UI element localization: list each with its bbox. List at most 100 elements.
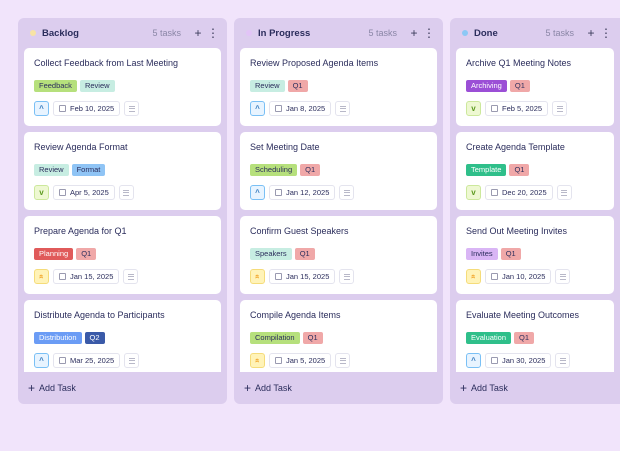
due-date-text: Jan 15, 2025 bbox=[70, 272, 114, 281]
notes-icon[interactable] bbox=[124, 353, 140, 368]
tag: Feedback bbox=[34, 80, 77, 92]
tag: Invites bbox=[466, 248, 498, 260]
notes-icon[interactable] bbox=[556, 185, 572, 200]
tag: Q1 bbox=[509, 164, 530, 176]
due-date[interactable]: Jan 5, 2025 bbox=[269, 353, 332, 368]
add-icon[interactable]: + bbox=[410, 26, 418, 40]
task-card[interactable]: Send Out Meeting Invites Invites Q1 « Jan… bbox=[456, 216, 614, 294]
more-options-icon[interactable]: ⋮ bbox=[600, 26, 612, 40]
calendar-icon bbox=[491, 105, 498, 112]
due-date[interactable]: Jan 15, 2025 bbox=[53, 269, 120, 284]
due-date-text: Apr 5, 2025 bbox=[70, 188, 109, 197]
priority-high-icon[interactable]: « bbox=[250, 269, 265, 284]
notes-icon[interactable] bbox=[123, 269, 139, 284]
more-options-icon[interactable]: ⋮ bbox=[423, 26, 435, 40]
task-card[interactable]: Create Agenda Template Template Q1 v Dec … bbox=[456, 132, 614, 210]
notes-icon[interactable] bbox=[555, 353, 571, 368]
priority-down-icon[interactable]: v bbox=[466, 185, 481, 200]
task-title: Distribute Agenda to Participants bbox=[34, 310, 165, 320]
due-date[interactable]: Jan 10, 2025 bbox=[485, 269, 552, 284]
card-footer: v Apr 5, 2025 bbox=[34, 185, 211, 200]
task-card[interactable]: Prepare Agenda for Q1 Planning Q1 « Jan 1… bbox=[24, 216, 221, 294]
priority-high-icon[interactable]: « bbox=[466, 269, 481, 284]
due-date-text: Jan 12, 2025 bbox=[286, 188, 330, 197]
task-card[interactable]: Archive Q1 Meeting Notes Archiving Q1 v F… bbox=[456, 48, 614, 126]
tag: Q1 bbox=[300, 164, 321, 176]
task-card[interactable]: Collect Feedback from Last Meeting Feedb… bbox=[24, 48, 221, 126]
due-date-text: Dec 20, 2025 bbox=[502, 188, 547, 197]
notes-icon[interactable] bbox=[335, 101, 351, 116]
add-task-button[interactable]: + Add Task bbox=[234, 372, 443, 404]
priority-up-icon[interactable]: ^ bbox=[34, 101, 49, 116]
task-card[interactable]: Distribute Agenda to Participants Distri… bbox=[24, 300, 221, 372]
plus-icon: + bbox=[244, 381, 252, 395]
task-title: Compile Agenda Items bbox=[250, 310, 341, 320]
tag-list: Invites Q1 bbox=[466, 248, 604, 260]
more-options-icon[interactable]: ⋮ bbox=[207, 26, 219, 40]
tag: Q1 bbox=[509, 80, 530, 92]
tag-list: Evaluation Q1 bbox=[466, 332, 604, 344]
due-date[interactable]: Jan 30, 2025 bbox=[485, 353, 552, 368]
due-date[interactable]: Mar 25, 2025 bbox=[53, 353, 121, 368]
task-title: Collect Feedback from Last Meeting bbox=[34, 58, 179, 68]
task-count: 5 tasks bbox=[368, 28, 397, 38]
add-icon[interactable]: + bbox=[587, 26, 595, 40]
task-card[interactable]: Set Meeting Date Scheduling Q1 ^ Jan 12, … bbox=[240, 132, 437, 210]
priority-up-icon[interactable]: ^ bbox=[250, 185, 265, 200]
task-card[interactable]: Review Agenda Format Review Format v Apr … bbox=[24, 132, 221, 210]
notes-icon[interactable] bbox=[555, 269, 571, 284]
add-icon[interactable]: + bbox=[194, 26, 202, 40]
task-title: Review Proposed Agenda Items bbox=[250, 58, 379, 68]
task-title: Prepare Agenda for Q1 bbox=[34, 226, 127, 236]
plus-icon: + bbox=[28, 381, 36, 395]
priority-up-icon[interactable]: ^ bbox=[34, 353, 49, 368]
card-list[interactable]: Collect Feedback from Last Meeting Feedb… bbox=[18, 48, 227, 372]
due-date[interactable]: Jan 12, 2025 bbox=[269, 185, 336, 200]
notes-icon[interactable] bbox=[339, 269, 355, 284]
add-task-label: Add Task bbox=[39, 383, 76, 393]
calendar-icon bbox=[59, 189, 66, 196]
task-title: Set Meeting Date bbox=[250, 142, 320, 152]
add-task-button[interactable]: + Add Task bbox=[450, 372, 620, 404]
card-list[interactable]: Archive Q1 Meeting Notes Archiving Q1 v F… bbox=[450, 48, 620, 372]
priority-up-icon[interactable]: ^ bbox=[250, 101, 265, 116]
priority-up-icon[interactable]: ^ bbox=[466, 353, 481, 368]
tag-list: Compilation Q1 bbox=[250, 332, 427, 344]
priority-high-icon[interactable]: « bbox=[34, 269, 49, 284]
notes-icon[interactable] bbox=[552, 101, 568, 116]
task-card[interactable]: Review Proposed Agenda Items Review Q1 ^ … bbox=[240, 48, 437, 126]
due-date[interactable]: Apr 5, 2025 bbox=[53, 185, 115, 200]
card-footer: « Jan 10, 2025 bbox=[466, 269, 604, 284]
priority-down-icon[interactable]: v bbox=[466, 101, 481, 116]
column-backlog: Backlog 5 tasks + ⋮ Collect Feedback fro… bbox=[18, 18, 227, 404]
priority-high-icon[interactable]: « bbox=[250, 353, 265, 368]
tag-list: Review Format bbox=[34, 164, 211, 176]
task-card[interactable]: Compile Agenda Items Compilation Q1 « Jan… bbox=[240, 300, 437, 372]
due-date[interactable]: Dec 20, 2025 bbox=[485, 185, 553, 200]
due-date-text: Feb 5, 2025 bbox=[502, 104, 543, 113]
calendar-icon bbox=[491, 273, 498, 280]
tag: Compilation bbox=[250, 332, 300, 344]
add-task-button[interactable]: + Add Task bbox=[18, 372, 227, 404]
card-list[interactable]: Review Proposed Agenda Items Review Q1 ^ … bbox=[234, 48, 443, 372]
priority-down-icon[interactable]: v bbox=[34, 185, 49, 200]
column-header: In Progress 5 tasks + ⋮ bbox=[234, 18, 443, 48]
due-date[interactable]: Feb 10, 2025 bbox=[53, 101, 121, 116]
task-card[interactable]: Confirm Guest Speakers Speakers Q1 « Jan … bbox=[240, 216, 437, 294]
task-card[interactable]: Evaluate Meeting Outcomes Evaluation Q1 ^… bbox=[456, 300, 614, 372]
notes-icon[interactable] bbox=[339, 185, 355, 200]
due-date[interactable]: Jan 15, 2025 bbox=[269, 269, 336, 284]
tag-list: Review Q1 bbox=[250, 80, 427, 92]
tag: Q1 bbox=[302, 332, 323, 344]
tag: Archiving bbox=[466, 80, 507, 92]
calendar-icon bbox=[275, 105, 282, 112]
notes-icon[interactable] bbox=[124, 101, 140, 116]
notes-icon[interactable] bbox=[118, 185, 134, 200]
kanban-board: Backlog 5 tasks + ⋮ Collect Feedback fro… bbox=[18, 18, 620, 404]
due-date[interactable]: Jan 8, 2025 bbox=[269, 101, 332, 116]
tag-list: Planning Q1 bbox=[34, 248, 211, 260]
due-date[interactable]: Feb 5, 2025 bbox=[485, 101, 549, 116]
notes-icon[interactable] bbox=[335, 353, 351, 368]
task-title: Archive Q1 Meeting Notes bbox=[466, 58, 572, 68]
column-title: Done bbox=[474, 27, 498, 39]
